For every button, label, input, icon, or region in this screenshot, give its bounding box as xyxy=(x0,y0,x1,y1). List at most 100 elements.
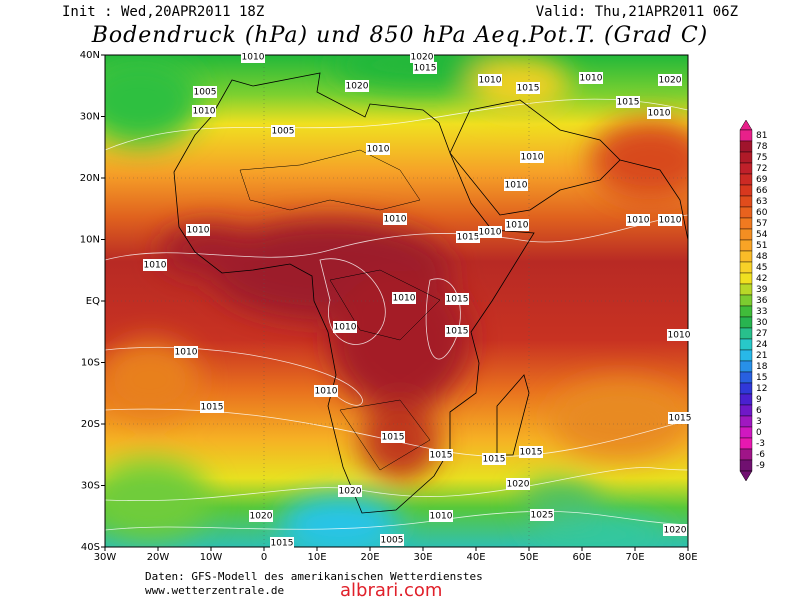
colorbar-swatch xyxy=(739,206,753,219)
isobar-label: 1010 xyxy=(505,181,528,191)
colorbar-swatch xyxy=(739,437,753,450)
isobar-label-bg xyxy=(520,151,544,163)
isobar-label: 1010 xyxy=(187,226,210,236)
isobar-label: 1015 xyxy=(201,403,224,413)
colorbar-label: 48 xyxy=(756,252,768,262)
colorbar-swatch xyxy=(739,382,753,395)
color-field xyxy=(105,55,688,547)
isobar-label: 1015 xyxy=(430,451,453,461)
colorbar-swatch xyxy=(739,360,753,373)
colorbar-swatch xyxy=(739,404,753,417)
colorbar-swatch xyxy=(739,250,753,263)
isobar-label-bg xyxy=(383,213,407,225)
isobar-label-bg xyxy=(193,86,217,98)
isobar-label: 1010 xyxy=(393,294,416,304)
isobar-label: 1010 xyxy=(521,153,544,163)
isobar-label-bg xyxy=(505,219,529,231)
isobar-label: 1005 xyxy=(272,127,295,137)
isobar-label: 1010 xyxy=(242,53,265,63)
colorbar-swatch xyxy=(739,448,753,461)
isobar-label: 1020 xyxy=(346,82,369,92)
lon-label: 0 xyxy=(261,552,267,563)
isobar-label: 1015 xyxy=(414,64,437,74)
colorbar-label: 9 xyxy=(756,395,762,405)
colorbar-swatch xyxy=(739,195,753,208)
isobar-label-bg xyxy=(413,62,437,74)
lat-label: EQ xyxy=(86,296,100,307)
colorbar-label: 45 xyxy=(756,263,767,273)
colorbar-label: 6 xyxy=(756,406,762,416)
lon-label: 50E xyxy=(519,552,538,563)
colorbar-label: 75 xyxy=(756,153,767,163)
isobar-label: 1015 xyxy=(446,295,469,305)
colorbar-swatch xyxy=(739,162,753,175)
isobar-label-bg xyxy=(186,224,210,236)
isobar-label-bg xyxy=(445,325,469,337)
isobar-label: 1015 xyxy=(517,84,540,94)
colorbar-label: 0 xyxy=(756,428,762,438)
isobar-label-bg xyxy=(249,510,273,522)
lon-label: 30E xyxy=(413,552,432,563)
lat-label: 30S xyxy=(81,481,100,492)
isobar-label: 1010 xyxy=(659,216,682,226)
isobar-label: 1010 xyxy=(334,323,357,333)
colorbar-swatch xyxy=(739,338,753,351)
isobar-label-bg xyxy=(519,446,543,458)
isobar-label: 1010 xyxy=(479,76,502,86)
colorbar-label: 3 xyxy=(756,417,762,427)
lat-label: 10S xyxy=(81,358,100,369)
isobar-label-bg xyxy=(366,143,390,155)
lon-label: 20E xyxy=(360,552,379,563)
isobar-label: 1010 xyxy=(479,228,502,238)
colorbar-label: 63 xyxy=(756,197,767,207)
colorbar-label: -6 xyxy=(756,450,765,460)
colorbar-swatch xyxy=(739,426,753,439)
isobar-label-bg xyxy=(667,329,691,341)
isobar-label: 1020 xyxy=(507,480,530,490)
lon-label: 70E xyxy=(625,552,644,563)
colorbar-label: 72 xyxy=(756,164,767,174)
isobar-label-bg xyxy=(478,74,502,86)
colorbar-label: 78 xyxy=(756,142,768,152)
isobar-label: 1010 xyxy=(580,74,603,84)
isobar-label: 1020 xyxy=(339,487,362,497)
colorbar-label: 39 xyxy=(756,285,768,295)
watermark: albrari.com xyxy=(340,580,442,600)
colorbar-swatch xyxy=(739,151,753,164)
colorbar-label: -9 xyxy=(756,461,765,471)
isobar-label-bg xyxy=(429,510,453,522)
isobar-label: 1010 xyxy=(315,387,338,397)
isobar-label: 1010 xyxy=(648,109,671,119)
colorbar-swatch xyxy=(739,459,753,472)
isobar-label: 1010 xyxy=(384,215,407,225)
isobar-label-bg xyxy=(456,231,480,243)
isobar-label: 1010 xyxy=(430,512,453,522)
isobar-label-bg xyxy=(478,226,502,238)
colorbar-swatch xyxy=(739,228,753,241)
lon-label: 40E xyxy=(466,552,485,563)
colorbar-label: 24 xyxy=(756,340,768,350)
isobar-label: 1020 xyxy=(411,53,434,63)
colorbar-swatch xyxy=(739,316,753,329)
isobar-label-bg xyxy=(663,524,687,536)
colorbar-label: 27 xyxy=(756,329,767,339)
isobar-label-bg xyxy=(626,214,650,226)
isobar-label-bg xyxy=(647,107,671,119)
colorbar-swatch xyxy=(739,283,753,296)
colorbar-label: 33 xyxy=(756,307,767,317)
data-source: Daten: GFS-Modell des amerikanischen Wet… xyxy=(145,570,483,583)
isobar-label-bg xyxy=(241,51,265,63)
colorbar-cap-bottom xyxy=(739,470,753,482)
coastline xyxy=(173,72,688,514)
isobar-label: 1015 xyxy=(446,327,469,337)
isobar-label-bg xyxy=(338,485,362,497)
isobar-label-bg xyxy=(616,96,640,108)
isobar-label-bg xyxy=(271,125,295,137)
colorbar-swatch xyxy=(739,261,753,274)
colorbar-cap-top xyxy=(739,119,753,131)
isobar-label-bg xyxy=(482,453,506,465)
colorbar-swatch xyxy=(739,393,753,406)
isobar-label: 1010 xyxy=(144,261,167,271)
colorbar-swatch xyxy=(739,184,753,197)
isobar-label: 1010 xyxy=(668,331,691,341)
